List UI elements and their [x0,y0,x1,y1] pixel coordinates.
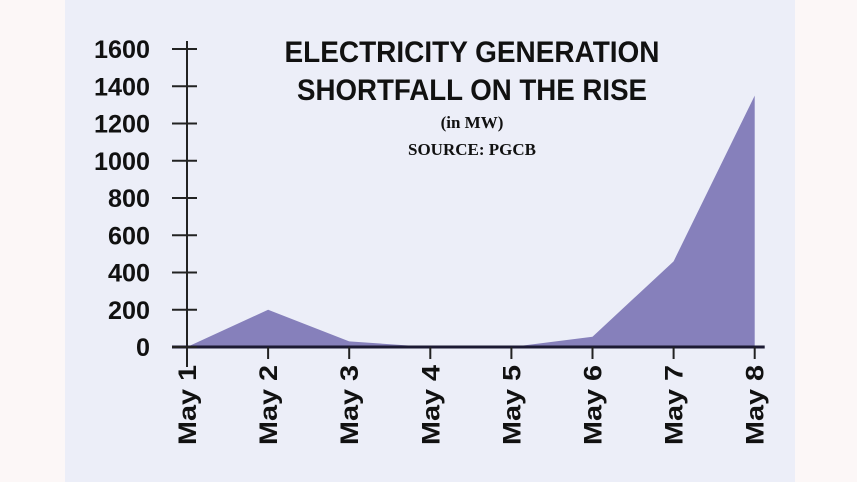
y-tick-label: 0 [136,334,150,362]
chart-source: SOURCE: PGCB [408,140,536,159]
x-tick-label: May 1 [174,365,202,445]
y-tick-label: 1200 [94,111,150,139]
x-tick-label: May 8 [742,365,770,445]
y-tick-label: 1600 [94,36,150,64]
x-tick-label: May 5 [498,365,526,445]
x-tick-label: May 7 [661,365,689,445]
x-tick-label: May 2 [255,365,283,445]
area-series [187,95,755,347]
x-tick-label: May 3 [336,365,364,445]
chart-title-line-1: ELECTRICITY GENERATION [285,36,660,69]
x-tick-label: May 6 [580,365,608,445]
y-tick-label: 1400 [94,73,150,101]
y-tick-label: 400 [108,260,150,288]
y-tick-label: 1000 [94,148,150,176]
x-tick-label: May 4 [417,365,445,445]
y-tick-label: 600 [108,222,150,250]
chart-title-line-2: SHORTFALL ON THE RISE [297,74,647,107]
y-tick-label: 200 [108,297,150,325]
chart-subtitle: (in MW) [441,113,504,132]
y-tick-label: 800 [108,185,150,213]
